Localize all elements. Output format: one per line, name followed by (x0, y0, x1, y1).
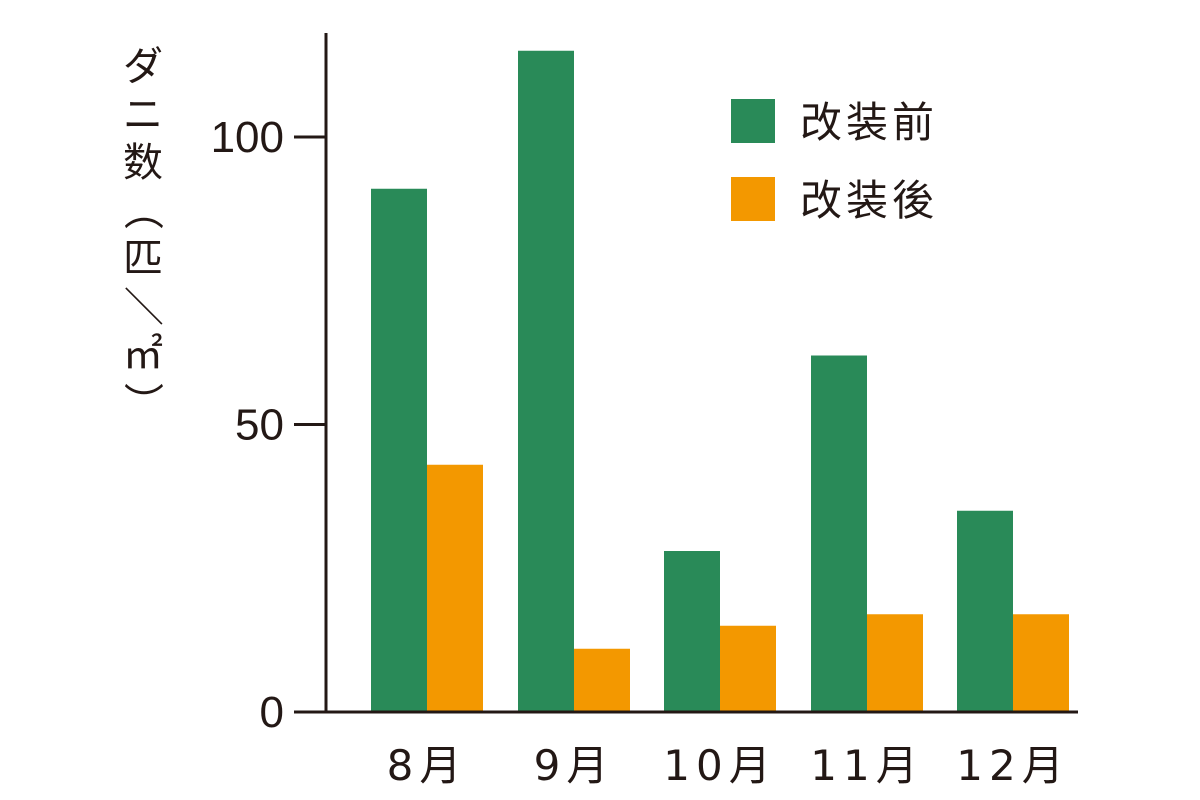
y-axis-label-char: ／ (119, 286, 165, 326)
x-tick-label: 8月 (387, 741, 468, 790)
y-axis-label-char: ㎡ (123, 332, 163, 378)
y-ticks-group: 0 50 100 (211, 113, 326, 737)
legend-swatch (731, 177, 775, 221)
bars-group (371, 50, 1069, 712)
legend-label: 改装後 (800, 176, 938, 225)
legend-label: 改装前 (800, 98, 938, 147)
x-tick-label: 9月 (534, 741, 615, 790)
y-axis-label-char: ダ (123, 44, 163, 90)
y-axis-label-char: 匹 (123, 236, 163, 282)
legend-swatch (731, 99, 775, 143)
bar-after-1 (427, 464, 483, 712)
y-axis-label-char: ニ (123, 92, 163, 138)
bar-before-4 (811, 355, 867, 712)
y-tick-label: 0 (260, 688, 284, 737)
bar-after-3 (720, 625, 776, 712)
y-tick-label: 50 (235, 401, 284, 450)
x-tick-labels-group: 8月 9月 10月 11月 12月 (387, 741, 1069, 790)
bar-after-2 (574, 648, 630, 712)
bar-after-5 (1013, 614, 1069, 712)
y-tick-label: 100 (211, 113, 284, 162)
y-axis-label: ダニ数（ 匹／ ㎡） (119, 44, 165, 422)
bar-before-1 (371, 188, 427, 712)
bar-before-5 (957, 510, 1013, 712)
x-tick-label: 11月 (810, 741, 923, 790)
x-tick-label: 12月 (956, 741, 1069, 790)
axes-group (324, 33, 1078, 714)
x-tick-label: 10月 (663, 741, 776, 790)
y-axis-label-char: ） (119, 382, 165, 422)
y-axis-label-char: （ (119, 190, 165, 230)
bar-before-2 (518, 50, 574, 712)
y-axis-label-char: 数 (123, 140, 163, 186)
bar-before-3 (664, 551, 720, 712)
bar-after-4 (867, 614, 923, 712)
